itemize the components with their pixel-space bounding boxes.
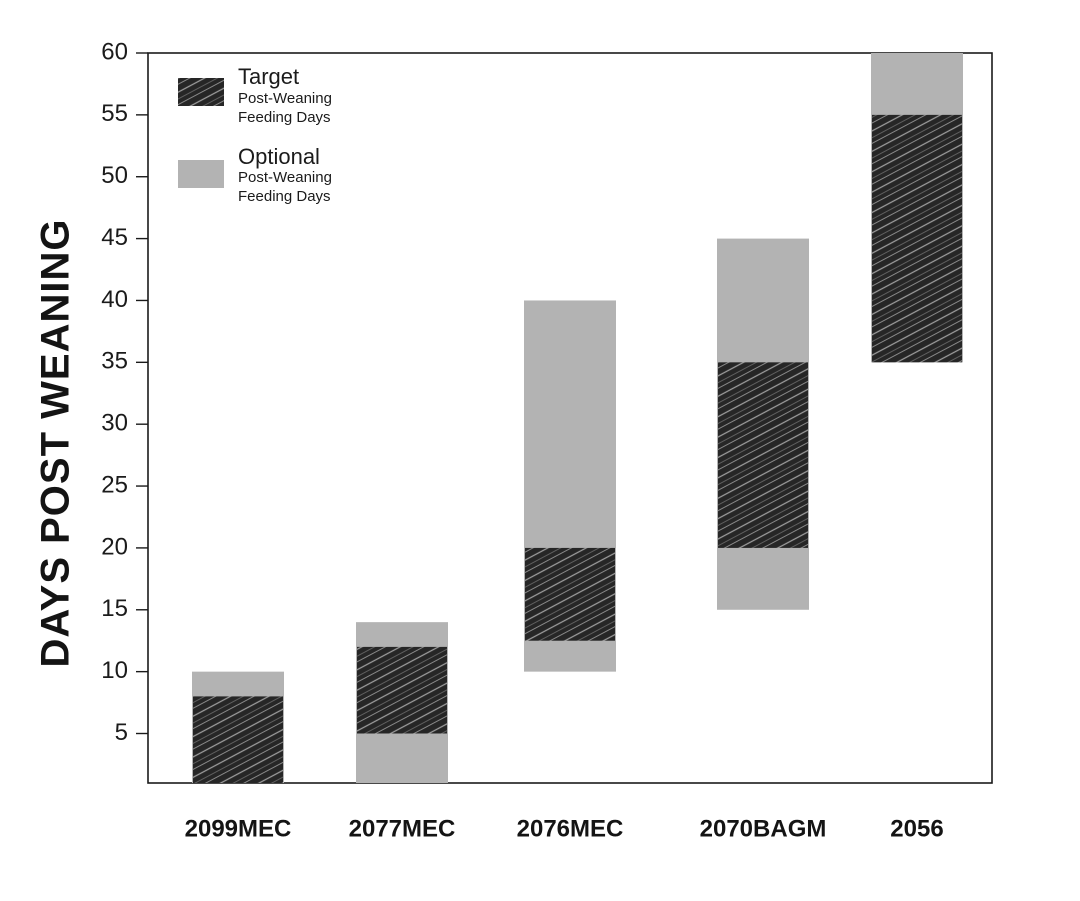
- y-tick-label: 55: [101, 100, 128, 127]
- target-bar-2099mec: [193, 696, 283, 783]
- legend-optional-title: Optional: [238, 144, 320, 169]
- y-tick-label: 30: [101, 410, 128, 437]
- plot-frame: [147, 52, 993, 784]
- target-bar-2076mec: [525, 547, 615, 641]
- y-tick-label: 10: [101, 657, 128, 684]
- legend-target-sub2: Feeding Days: [238, 109, 331, 126]
- y-axis-label: DAYS POST WEANING: [34, 219, 78, 668]
- legend-target-sub1: Post-Weaning: [238, 90, 332, 107]
- category-label-2099mec: 2099MEC: [185, 815, 292, 842]
- category-labels: 2099MEC 2077MEC 2076MEC 2070BAGM 2056: [185, 815, 944, 842]
- legend-optional-sub2: Feeding Days: [238, 188, 331, 205]
- legend-target-title: Target: [238, 64, 299, 89]
- y-tick-label: 20: [101, 533, 128, 560]
- target-bar-2056: [872, 114, 962, 363]
- legend-optional-sub1: Post-Weaning: [238, 169, 332, 186]
- category-label-2077mec: 2077MEC: [349, 815, 456, 842]
- y-tick-label: 60: [101, 38, 128, 65]
- y-tick-label: 45: [101, 224, 128, 251]
- legend-optional-swatch: [178, 160, 224, 188]
- category-label-2056: 2056: [890, 815, 943, 842]
- y-tick-label: 5: [115, 719, 128, 746]
- legend: Target Post-Weaning Feeding Days Optiona…: [178, 64, 332, 205]
- target-bar-2070bagm: [718, 362, 808, 548]
- y-tick-label: 15: [101, 595, 128, 622]
- target-bars: [193, 114, 962, 783]
- y-ticks: 5 10 15 20 25 30 35 40 45 50 55 60: [101, 38, 148, 746]
- y-tick-label: 25: [101, 471, 128, 498]
- y-tick-label: 40: [101, 286, 128, 313]
- y-tick-label: 35: [101, 348, 128, 375]
- category-label-2076mec: 2076MEC: [517, 815, 624, 842]
- target-bar-2077mec: [357, 646, 447, 734]
- category-label-2070bagm: 2070BAGM: [700, 815, 827, 842]
- y-tick-label: 50: [101, 162, 128, 189]
- legend-target-swatch: [178, 78, 224, 106]
